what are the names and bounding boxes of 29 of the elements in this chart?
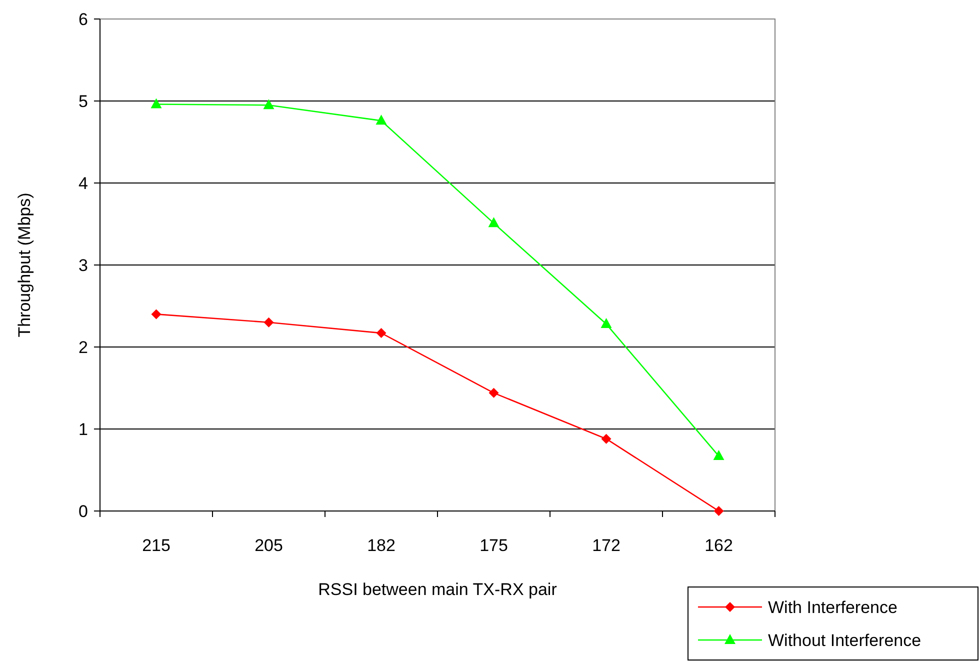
- y-tick-label: 1: [78, 420, 88, 439]
- x-tick-label: 162: [704, 536, 733, 555]
- point: [601, 434, 612, 444]
- y-tick-label: 2: [78, 338, 88, 357]
- point: [376, 114, 387, 125]
- legend-label: With Interference: [768, 598, 898, 617]
- y-tick-label: 4: [78, 174, 88, 193]
- y-tick-label: 6: [78, 10, 88, 29]
- y-tick-label: 3: [78, 256, 88, 275]
- x-tick-label: 205: [254, 536, 283, 555]
- x-tick-label: 182: [367, 536, 396, 555]
- y-axis-title: Throughput (Mbps): [15, 192, 34, 338]
- point: [600, 318, 612, 328]
- point: [488, 217, 500, 228]
- point: [713, 450, 724, 460]
- y-tick-label: 0: [78, 502, 88, 521]
- y-tick-label: 5: [78, 92, 88, 111]
- point: [488, 388, 499, 398]
- legend-label: Without Interference: [768, 630, 922, 650]
- point: [376, 328, 386, 338]
- point: [150, 98, 162, 108]
- point: [151, 309, 162, 320]
- x-tick-label: 215: [142, 536, 170, 555]
- point: [714, 506, 724, 516]
- x-axis-title: RSSI between main TX-RX pair: [318, 580, 558, 599]
- x-tick-label: 175: [480, 536, 508, 555]
- x-tick-label: 172: [592, 536, 620, 555]
- point: [263, 99, 274, 110]
- point: [264, 317, 274, 328]
